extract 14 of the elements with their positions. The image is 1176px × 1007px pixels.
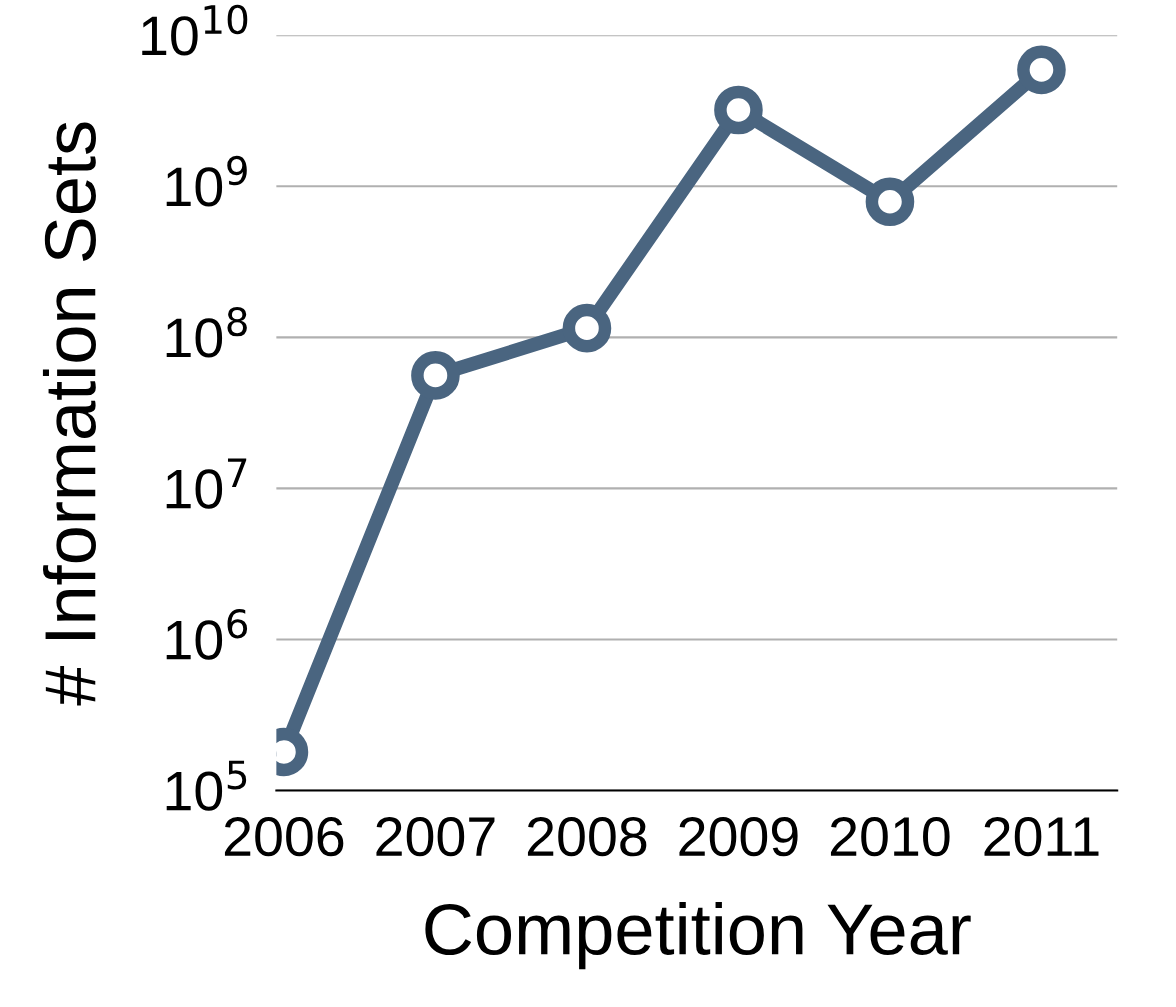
x-tick-label: 2009 — [679, 816, 798, 857]
x-tick-label: 2006 — [224, 816, 344, 857]
x-tick-label: 2011 — [984, 816, 1099, 857]
y-tick-label: 10$^{5}$ — [166, 760, 247, 811]
y-tick-label: 10$^{6}$ — [166, 609, 248, 660]
y-tick-label: 10$^{8}$ — [166, 306, 247, 358]
x-tick-label: 2007 — [376, 816, 495, 857]
x-tick-label: 2010 — [830, 816, 950, 857]
y-tick-label: 10$^{7}$ — [166, 458, 247, 509]
y-tick-label: 10$^{9}$ — [166, 155, 247, 207]
x-axis-title: Competition Year — [425, 902, 971, 970]
y-tick-label: 10$^{10}$ — [142, 4, 248, 56]
y-axis-title: # Information Sets — [42, 122, 96, 706]
x-tick-label: 2008 — [527, 816, 647, 857]
